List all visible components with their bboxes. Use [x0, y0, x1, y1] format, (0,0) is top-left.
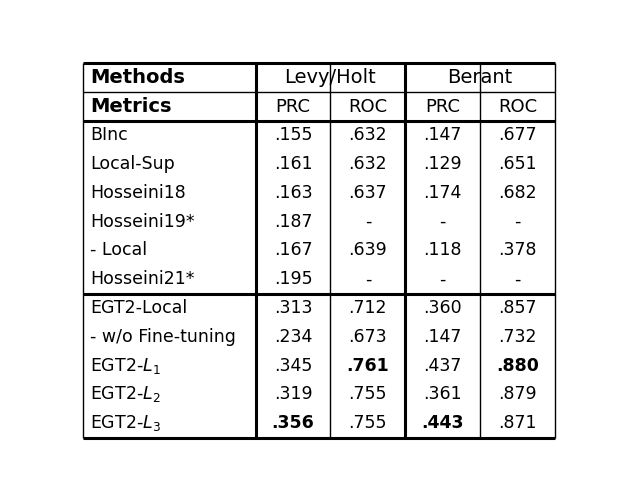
Text: BInc: BInc [90, 126, 128, 144]
Text: -: - [514, 270, 521, 288]
Text: .632: .632 [348, 126, 387, 144]
Text: Levy/Holt: Levy/Holt [284, 68, 376, 87]
Text: -: - [364, 213, 371, 231]
Text: .118: .118 [424, 242, 462, 259]
Text: .732: .732 [498, 328, 537, 346]
Text: .345: .345 [274, 357, 312, 374]
Text: .639: .639 [348, 242, 387, 259]
Text: -: - [514, 213, 521, 231]
Text: .880: .880 [496, 357, 539, 374]
Text: -: - [364, 270, 371, 288]
Text: .147: .147 [424, 126, 462, 144]
Text: .755: .755 [348, 414, 387, 432]
Text: EGT2-$L_{2}$: EGT2-$L_{2}$ [90, 384, 160, 404]
Text: .637: .637 [348, 184, 387, 202]
Text: Local-Sup: Local-Sup [90, 155, 175, 173]
Text: .651: .651 [498, 155, 537, 173]
Text: - w/o Fine-tuning: - w/o Fine-tuning [90, 328, 236, 346]
Text: ROC: ROC [348, 98, 388, 116]
Text: .163: .163 [274, 184, 312, 202]
Text: .437: .437 [424, 357, 462, 374]
Text: .682: .682 [498, 184, 537, 202]
Text: .761: .761 [346, 357, 389, 374]
Text: PRC: PRC [425, 98, 460, 116]
Text: .677: .677 [498, 126, 537, 144]
Text: .155: .155 [274, 126, 312, 144]
Text: .167: .167 [274, 242, 312, 259]
Text: .871: .871 [498, 414, 537, 432]
Text: EGT2-$L_{1}$: EGT2-$L_{1}$ [90, 356, 160, 375]
Text: .378: .378 [498, 242, 537, 259]
Text: .313: .313 [274, 299, 312, 317]
Text: .234: .234 [274, 328, 312, 346]
Text: .755: .755 [348, 385, 387, 403]
Text: .161: .161 [274, 155, 312, 173]
Text: ROC: ROC [498, 98, 537, 116]
Text: Hosseini21*: Hosseini21* [90, 270, 194, 288]
Text: .187: .187 [274, 213, 312, 231]
Text: Metrics: Metrics [90, 97, 171, 116]
Text: .356: .356 [272, 414, 314, 432]
Text: .879: .879 [498, 385, 537, 403]
Text: Hosseini18: Hosseini18 [90, 184, 185, 202]
Text: .147: .147 [424, 328, 462, 346]
Text: - Local: - Local [90, 242, 147, 259]
Text: .360: .360 [424, 299, 462, 317]
Text: EGT2-Local: EGT2-Local [90, 299, 187, 317]
Text: .632: .632 [348, 155, 387, 173]
Text: Berant: Berant [447, 68, 513, 87]
Text: PRC: PRC [276, 98, 310, 116]
Text: .195: .195 [274, 270, 312, 288]
Text: Hosseini19*: Hosseini19* [90, 213, 195, 231]
Text: .319: .319 [274, 385, 312, 403]
Text: .712: .712 [348, 299, 387, 317]
Text: .443: .443 [422, 414, 464, 432]
Text: -: - [440, 213, 446, 231]
Text: .857: .857 [498, 299, 537, 317]
Text: .174: .174 [424, 184, 462, 202]
Text: .361: .361 [424, 385, 462, 403]
Text: Methods: Methods [90, 68, 185, 87]
Text: .129: .129 [424, 155, 462, 173]
Text: -: - [440, 270, 446, 288]
Text: EGT2-$L_{3}$: EGT2-$L_{3}$ [90, 413, 160, 433]
Text: .673: .673 [348, 328, 387, 346]
